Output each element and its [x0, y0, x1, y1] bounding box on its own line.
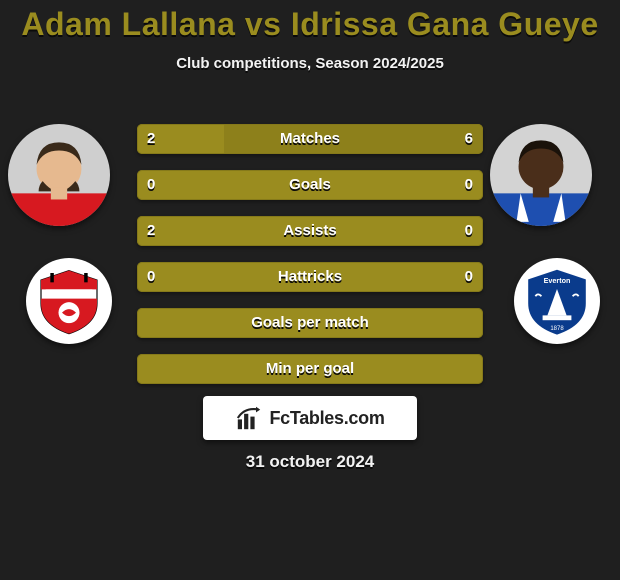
fctables-badge[interactable]: FcTables.com: [203, 396, 417, 440]
player-left-avatar-icon: [8, 124, 110, 226]
stat-label: Goals: [137, 170, 483, 200]
everton-crest-icon: Everton 1878: [521, 265, 593, 337]
stat-right-value: 0: [433, 262, 473, 292]
stat-row-goals: 0 Goals 0: [137, 170, 483, 200]
fctables-badge-text: FcTables.com: [269, 408, 384, 429]
page-title: Adam Lallana vs Idrissa Gana Gueye: [0, 0, 620, 43]
stat-label: Hattricks: [137, 262, 483, 292]
player-right-avatar-icon: [490, 124, 592, 226]
fctables-logo-icon: [235, 404, 263, 432]
stat-row-matches: 2 Matches 6: [137, 124, 483, 154]
stat-right-value: [433, 308, 473, 338]
stat-label: Matches: [137, 124, 483, 154]
stat-row-min-per-goal: Min per goal: [137, 354, 483, 384]
stat-label: Goals per match: [137, 308, 483, 338]
stat-right-value: 6: [433, 124, 473, 154]
stat-right-value: 0: [433, 170, 473, 200]
southampton-crest-icon: [34, 266, 104, 336]
svg-text:Everton: Everton: [544, 276, 571, 285]
stat-row-hattricks: 0 Hattricks 0: [137, 262, 483, 292]
page-subtitle: Club competitions, Season 2024/2025: [0, 55, 620, 72]
stats-block: 2 Matches 6 0 Goals 0 2 Assists 0 0 Hatt…: [137, 124, 483, 400]
svg-text:1878: 1878: [550, 326, 564, 332]
club-crest-left: [26, 258, 112, 344]
stat-label: Assists: [137, 216, 483, 246]
footer-date: 31 october 2024: [0, 452, 620, 472]
stat-label: Min per goal: [137, 354, 483, 384]
stat-row-assists: 2 Assists 0: [137, 216, 483, 246]
stat-right-value: [433, 354, 473, 384]
stat-right-value: 0: [433, 216, 473, 246]
player-left-avatar: [8, 124, 110, 226]
club-crest-right: Everton 1878: [514, 258, 600, 344]
stat-row-goals-per-match: Goals per match: [137, 308, 483, 338]
player-right-avatar: [490, 124, 592, 226]
